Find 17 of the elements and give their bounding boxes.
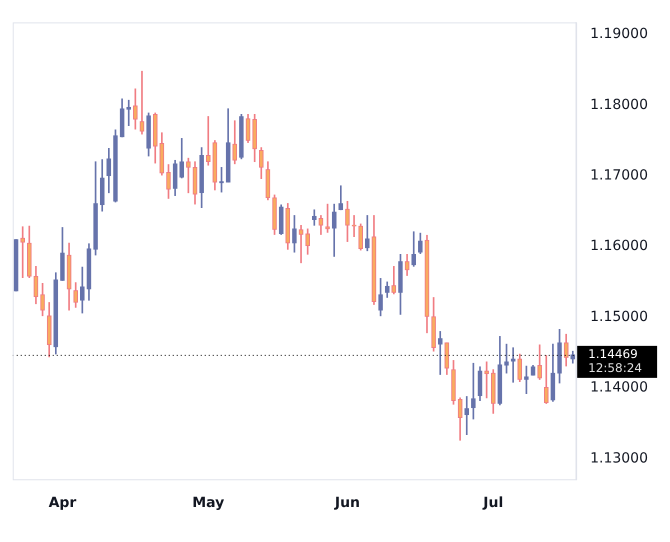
y-tick-label: 1.17000 (590, 167, 648, 184)
x-tick-label: May (192, 495, 224, 512)
y-tick-label: 1.19000 (590, 26, 648, 42)
candlestick (352, 215, 356, 237)
text: 12:58:24 (588, 360, 642, 375)
y-tick-label: 1.16000 (590, 238, 648, 254)
y-tick-label: 1.13000 (590, 450, 648, 466)
x-tick-label: Jul (482, 495, 504, 512)
y-tick-label: 1.14000 (590, 380, 648, 396)
x-tick-label: Apr (48, 495, 76, 512)
x-tick-label: Jun (334, 495, 360, 512)
y-tick-label: 1.18000 (590, 96, 648, 113)
candlestick (298, 225, 304, 264)
candlestick (140, 70, 144, 134)
y-tick-label: 1.15000 (590, 308, 648, 325)
ref-line-label: 1.14469 (588, 346, 638, 361)
candlestick (504, 344, 509, 374)
